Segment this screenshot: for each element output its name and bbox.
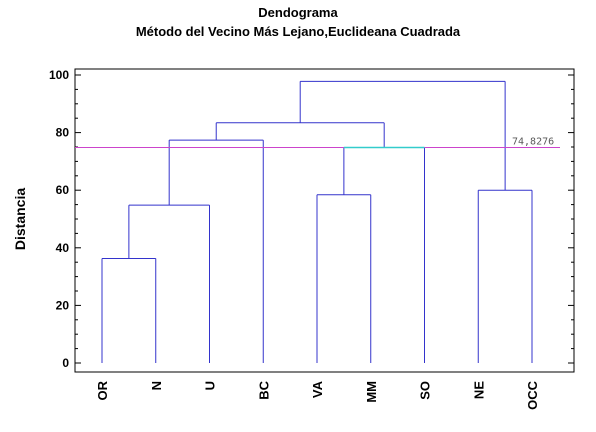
leaf-label: SO [418, 381, 433, 400]
y-tick-label: 100 [49, 68, 69, 82]
y-axis-title: Distancia [12, 188, 28, 250]
leaf-label: VA [310, 380, 325, 398]
chart-title: Dendograma [258, 5, 338, 20]
cut-line-label: 74,8276 [512, 136, 554, 147]
labels-layer: 0 20 40 60 80 100 Distancia OR N U BC VA MM SO NE OCC 74… [12, 68, 554, 410]
y-tick-label: 60 [56, 183, 70, 197]
leaf-label: BC [256, 380, 271, 399]
axes-layer [74, 68, 575, 373]
leaf-label: NE [471, 381, 486, 399]
leaf-label: MM [364, 381, 379, 403]
leaf-label: U [203, 381, 218, 390]
tree-layer [101, 80, 533, 363]
leaf-label: OCC [525, 380, 540, 410]
y-tick-label: 40 [56, 241, 70, 255]
leaf-label: N [149, 381, 164, 390]
chart-subtitle: Método del Vecino Más Lejano,Euclideana … [135, 24, 461, 39]
y-tick-label: 20 [56, 298, 70, 312]
y-tick-label: 80 [56, 126, 70, 140]
leaf-label: OR [95, 380, 110, 400]
plot-frame [74, 68, 575, 373]
y-tick-label: 0 [62, 356, 69, 370]
